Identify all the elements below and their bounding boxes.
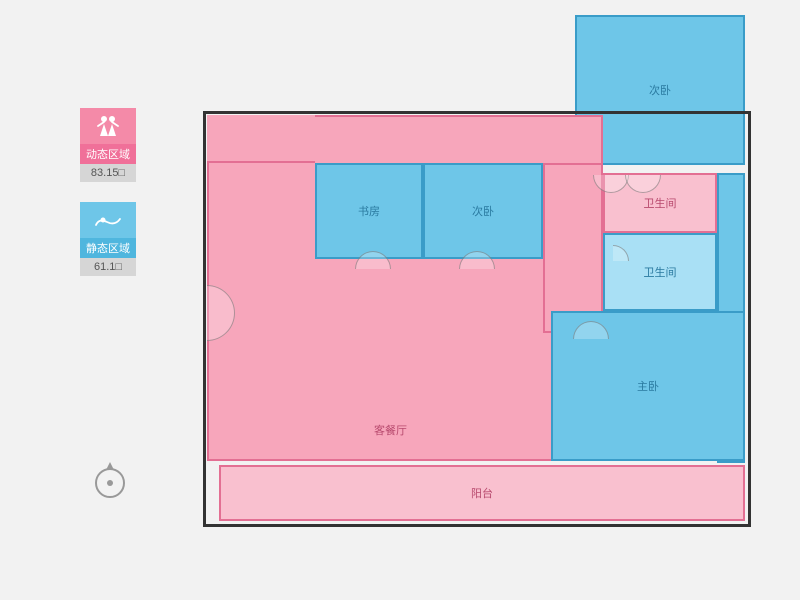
room-balcony: 阳台 bbox=[219, 465, 745, 521]
room-label: 客餐厅 bbox=[374, 422, 407, 438]
room-label: 卫生间 bbox=[644, 195, 677, 211]
people-icon bbox=[80, 108, 136, 144]
room-label: 阳台 bbox=[471, 485, 493, 501]
room-secondary_bed_mid: 次卧 bbox=[423, 163, 543, 259]
compass-icon bbox=[95, 468, 125, 498]
sleep-icon bbox=[80, 202, 136, 238]
legend-dynamic: 动态区域83.15□ bbox=[80, 108, 136, 182]
door-arc bbox=[179, 285, 235, 341]
legend-value: 61.1□ bbox=[80, 258, 136, 276]
room-label: 卫生间 bbox=[644, 264, 677, 280]
room-label: 次卧 bbox=[649, 82, 671, 98]
legend-value: 83.15□ bbox=[80, 164, 136, 182]
legend-label: 静态区域 bbox=[80, 238, 136, 258]
legend-static: 静态区域61.1□ bbox=[80, 202, 136, 276]
room-bath2: 卫生间 bbox=[603, 233, 717, 311]
floor-plan: 次卧客餐厅书房次卧卫生间卫生间主卧阳台 bbox=[207, 15, 767, 575]
room-study: 书房 bbox=[315, 163, 423, 259]
room-label: 书房 bbox=[358, 203, 380, 219]
room-label: 次卧 bbox=[472, 203, 494, 219]
room-living_top_strip bbox=[207, 115, 315, 163]
room-label: 主卧 bbox=[637, 378, 659, 394]
legend-label: 动态区域 bbox=[80, 144, 136, 164]
room-corridor bbox=[543, 163, 603, 333]
